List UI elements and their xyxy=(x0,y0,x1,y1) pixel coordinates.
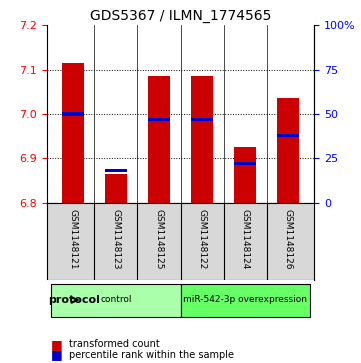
Bar xyxy=(278,98,299,203)
Bar xyxy=(148,118,170,121)
Text: GSM1148126: GSM1148126 xyxy=(284,209,293,269)
Text: control: control xyxy=(100,295,132,305)
Bar xyxy=(105,174,127,203)
Text: GSM1148124: GSM1148124 xyxy=(241,209,249,269)
Text: GSM1148122: GSM1148122 xyxy=(197,209,206,269)
Text: transformed count: transformed count xyxy=(69,339,159,349)
Text: protocol: protocol xyxy=(48,295,100,305)
Text: ■: ■ xyxy=(51,338,62,351)
Text: miR-542-3p overexpression: miR-542-3p overexpression xyxy=(183,295,307,305)
Bar xyxy=(148,76,170,203)
Bar xyxy=(191,76,213,203)
Bar xyxy=(234,162,256,165)
Bar xyxy=(105,169,127,172)
Text: GSM1148121: GSM1148121 xyxy=(68,209,77,269)
Bar xyxy=(278,134,299,137)
Bar xyxy=(62,63,83,203)
Text: percentile rank within the sample: percentile rank within the sample xyxy=(69,350,234,360)
Bar xyxy=(234,147,256,203)
Text: GSM1148125: GSM1148125 xyxy=(155,209,164,269)
Title: GDS5367 / ILMN_1774565: GDS5367 / ILMN_1774565 xyxy=(90,9,271,23)
Text: ■: ■ xyxy=(51,348,62,362)
Text: GSM1148123: GSM1148123 xyxy=(112,209,120,269)
FancyBboxPatch shape xyxy=(180,284,310,318)
Bar xyxy=(62,113,83,115)
Bar xyxy=(191,118,213,121)
FancyBboxPatch shape xyxy=(51,284,180,318)
